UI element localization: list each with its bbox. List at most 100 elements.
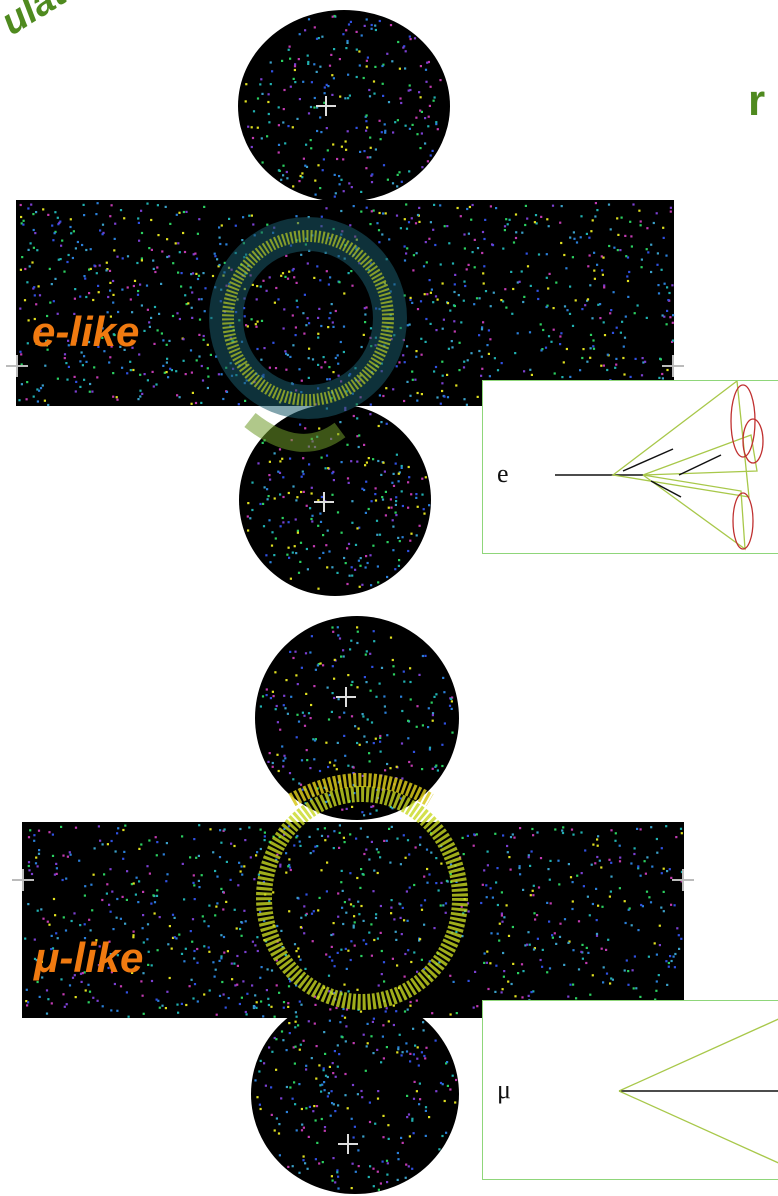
pmt-hit	[112, 279, 115, 283]
pmt-hit	[246, 515, 249, 518]
pmt-hit	[403, 294, 406, 297]
pmt-hit	[370, 721, 374, 724]
pmt-hit	[367, 457, 370, 460]
pmt-hit	[51, 854, 55, 857]
pmt-hit	[373, 938, 376, 942]
pmt-hit	[396, 185, 399, 188]
pmt-hit	[375, 848, 378, 851]
pmt-hit	[330, 710, 333, 713]
pmt-hit	[222, 397, 225, 401]
pmt-hit	[305, 1107, 308, 1110]
event-label-mu-like: μ-like	[34, 934, 144, 981]
pmt-hit	[549, 902, 552, 905]
pmt-hit	[24, 267, 27, 271]
pmt-hit	[142, 914, 145, 917]
pmt-hit	[324, 361, 327, 364]
pmt-hit	[112, 301, 115, 304]
pmt-hit	[388, 238, 391, 241]
pmt-hit	[192, 997, 195, 1000]
pmt-hit	[408, 84, 411, 87]
pmt-hit	[292, 344, 295, 347]
pmt-hit	[274, 537, 277, 540]
pmt-hit	[357, 559, 360, 562]
pmt-hit	[596, 209, 599, 212]
pmt-hit	[331, 1062, 334, 1065]
pmt-hit	[348, 94, 351, 97]
pmt-hit	[455, 1012, 458, 1015]
pmt-hit	[434, 295, 438, 298]
pmt-hit	[112, 372, 115, 375]
pmt-hit	[372, 209, 375, 212]
pmt-hit	[466, 902, 470, 905]
pmt-hit	[124, 824, 127, 827]
pmt-hit	[146, 379, 149, 382]
pmt-hit	[148, 872, 151, 875]
pmt-hit	[680, 832, 683, 835]
pmt-hit	[370, 1035, 373, 1038]
pmt-hit	[307, 18, 311, 21]
pmt-hit	[295, 215, 298, 218]
pmt-hit	[32, 228, 35, 232]
pmt-hit	[405, 890, 408, 893]
pmt-hit	[489, 338, 492, 341]
pmt-hit	[182, 338, 185, 341]
pmt-hit	[495, 881, 498, 884]
pmt-hit	[35, 211, 38, 214]
pmt-hit	[669, 955, 672, 958]
pmt-hit	[363, 443, 366, 446]
pmt-hit	[419, 843, 422, 846]
pmt-hit	[359, 150, 362, 153]
pmt-hit	[331, 959, 334, 962]
pmt-hit	[352, 414, 355, 418]
pmt-hit	[180, 1002, 183, 1005]
pmt-hit	[369, 1165, 372, 1168]
pmt-hit	[419, 96, 422, 99]
pmt-hit	[187, 302, 190, 305]
pmt-hit	[382, 63, 385, 66]
pmt-hit	[190, 273, 193, 276]
pmt-hit	[97, 345, 100, 348]
pmt-hit	[312, 910, 315, 913]
top-endcap-mu	[255, 616, 459, 820]
pmt-hit	[54, 230, 57, 233]
pmt-hit	[306, 759, 309, 762]
pmt-hit	[302, 1155, 305, 1158]
pmt-hit	[591, 902, 594, 906]
pmt-hit	[295, 281, 298, 284]
pmt-hit	[236, 964, 239, 967]
pmt-hit	[202, 272, 205, 275]
pmt-hit	[282, 765, 285, 768]
pmt-hit	[365, 65, 368, 68]
pmt-hit	[167, 376, 170, 379]
pmt-hit	[75, 380, 78, 383]
pmt-hit	[171, 936, 175, 939]
pmt-hit	[259, 976, 262, 979]
pmt-hit	[401, 536, 404, 539]
pmt-hit	[51, 833, 54, 836]
pmt-hit	[134, 893, 137, 896]
pmt-hit	[311, 358, 315, 361]
pmt-hit	[392, 388, 395, 391]
pmt-hit	[475, 833, 478, 836]
pmt-hit	[560, 332, 563, 335]
pmt-hit	[344, 140, 347, 143]
pmt-hit	[329, 1008, 332, 1011]
pmt-hit	[606, 368, 609, 372]
pmt-hit	[156, 949, 159, 952]
pmt-hit	[390, 825, 393, 828]
pmt-hit	[294, 1011, 297, 1014]
pmt-hit	[314, 193, 317, 196]
pmt-hit	[360, 345, 363, 349]
pmt-hit	[313, 995, 317, 998]
pmt-hit	[313, 96, 316, 100]
pmt-hit	[280, 1097, 283, 1100]
pmt-hit	[254, 323, 257, 326]
pmt-hit	[307, 112, 311, 115]
pmt-hit	[279, 493, 282, 496]
pmt-hit	[287, 985, 291, 988]
pmt-hit	[234, 224, 237, 227]
pmt-hit	[267, 760, 270, 763]
pmt-hit	[198, 355, 201, 358]
pmt-hit	[309, 798, 313, 801]
pmt-hit	[83, 971, 86, 974]
